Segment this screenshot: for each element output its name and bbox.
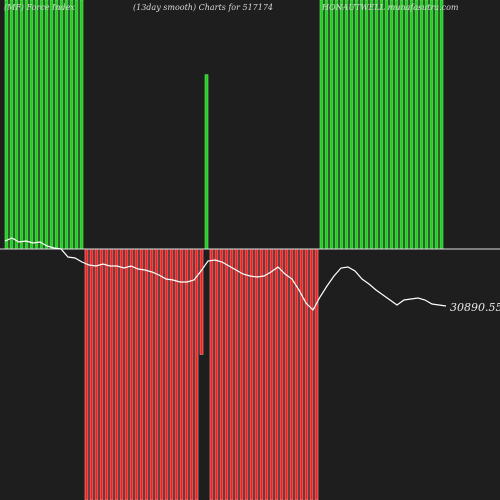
force-index-bar	[249, 248, 254, 500]
force-index-bar	[134, 248, 139, 500]
force-index-bar	[139, 248, 144, 500]
force-index-bar	[284, 248, 289, 500]
force-index-bar	[34, 0, 39, 250]
force-index-bar	[274, 248, 279, 500]
force-index-bar	[339, 0, 344, 250]
force-index-bar	[344, 0, 349, 250]
force-index-bar	[184, 248, 189, 500]
force-index-bar	[354, 0, 359, 250]
force-index-bar	[64, 0, 69, 250]
force-index-bar	[419, 0, 424, 250]
force-index-bar	[174, 248, 179, 500]
force-index-bar	[309, 248, 314, 500]
force-index-bar	[289, 248, 294, 500]
force-index-bar	[129, 248, 134, 500]
force-index-bar	[69, 0, 74, 250]
last-price-label: 30890.55	[450, 301, 500, 314]
force-index-bar	[84, 248, 89, 500]
force-index-bar	[279, 248, 284, 500]
force-index-bar	[154, 248, 159, 500]
price-line	[4, 237, 447, 311]
force-index-bar	[194, 248, 199, 500]
force-index-bar	[414, 0, 419, 250]
force-index-bar	[99, 248, 104, 500]
force-index-bar	[239, 248, 244, 500]
force-index-bar	[304, 248, 309, 500]
force-index-bar	[409, 0, 414, 250]
force-index-bar	[119, 248, 124, 500]
force-index-bar	[199, 248, 204, 355]
force-index-bar	[189, 248, 194, 500]
force-index-bar	[14, 0, 19, 250]
force-index-bar	[49, 0, 54, 250]
force-index-bar	[89, 248, 94, 500]
force-index-bar	[144, 248, 149, 500]
force-index-bar	[434, 0, 439, 250]
force-index-bar	[114, 248, 119, 500]
force-index-bar	[164, 248, 169, 500]
force-index-bar	[404, 0, 409, 250]
chart-title: (13day smooth) Charts for 517174	[133, 3, 274, 12]
force-index-bar	[364, 0, 369, 250]
force-index-bar	[44, 0, 49, 250]
force-index-bar	[39, 0, 44, 250]
force-index-bar	[254, 248, 259, 500]
force-index-bar	[224, 248, 229, 500]
source-label: HONAUTWELL munafasutra.com	[322, 3, 459, 12]
force-index-bar	[334, 0, 339, 250]
force-index-bar	[214, 248, 219, 500]
force-index-bar	[94, 248, 99, 500]
force-index-bar	[244, 248, 249, 500]
force-index-bar	[299, 248, 304, 500]
force-index-bar	[4, 0, 9, 250]
force-index-bar	[349, 0, 354, 250]
force-index-bar	[169, 248, 174, 500]
force-index-bar	[319, 0, 324, 250]
force-index-bar	[439, 0, 444, 250]
force-index-bar	[259, 248, 264, 500]
force-index-bar	[109, 248, 114, 500]
force-index-bar	[234, 248, 239, 500]
force-index-bar	[104, 248, 109, 500]
force-index-bar	[264, 248, 269, 500]
force-index-bar	[394, 0, 399, 250]
force-index-bar	[314, 248, 319, 500]
force-index-bar	[179, 248, 184, 500]
force-index-bar	[124, 248, 129, 500]
force-index-bar	[429, 0, 434, 250]
force-index-bar	[324, 0, 329, 250]
force-index-bar	[229, 248, 234, 500]
force-index-bar	[9, 0, 14, 250]
force-index-bar	[19, 0, 24, 250]
force-index-bar	[59, 0, 64, 250]
force-index-bar	[374, 0, 379, 250]
force-index-bar	[424, 0, 429, 250]
force-index-bar	[379, 0, 384, 250]
force-index-bar	[29, 0, 34, 250]
force-index-bar	[79, 0, 84, 250]
indicator-label: (MF) Force Index	[4, 3, 75, 12]
force-index-bar	[74, 0, 79, 250]
force-index-bar	[389, 0, 394, 250]
force-index-bar	[399, 0, 404, 250]
force-index-bar	[204, 74, 209, 250]
force-index-bar	[384, 0, 389, 250]
force-index-bar	[209, 248, 214, 500]
force-index-bar	[329, 0, 334, 250]
force-index-bar	[54, 0, 59, 250]
force-index-bar	[269, 248, 274, 500]
force-index-bar	[24, 0, 29, 250]
force-index-bar	[219, 248, 224, 500]
force-index-bar	[149, 248, 154, 500]
force-index-bar	[359, 0, 364, 250]
force-index-bar	[159, 248, 164, 500]
force-index-bar	[369, 0, 374, 250]
